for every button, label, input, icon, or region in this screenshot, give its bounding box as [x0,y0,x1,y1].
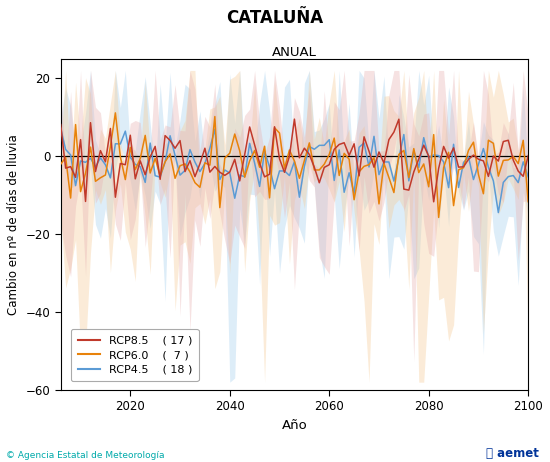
Text: CATALUÑA: CATALUÑA [227,9,323,27]
Text: © Agencia Estatal de Meteorología: © Agencia Estatal de Meteorología [6,451,164,460]
Legend: RCP8.5    ( 17 ), RCP6.0    (  7 ), RCP4.5    ( 18 ): RCP8.5 ( 17 ), RCP6.0 ( 7 ), RCP4.5 ( 18… [71,329,199,381]
Text: Ⓚ aemet: Ⓚ aemet [486,447,539,460]
Title: ANUAL: ANUAL [272,46,317,59]
Y-axis label: Cambio en nº de días de lluvia: Cambio en nº de días de lluvia [7,134,20,315]
X-axis label: Año: Año [282,419,307,432]
